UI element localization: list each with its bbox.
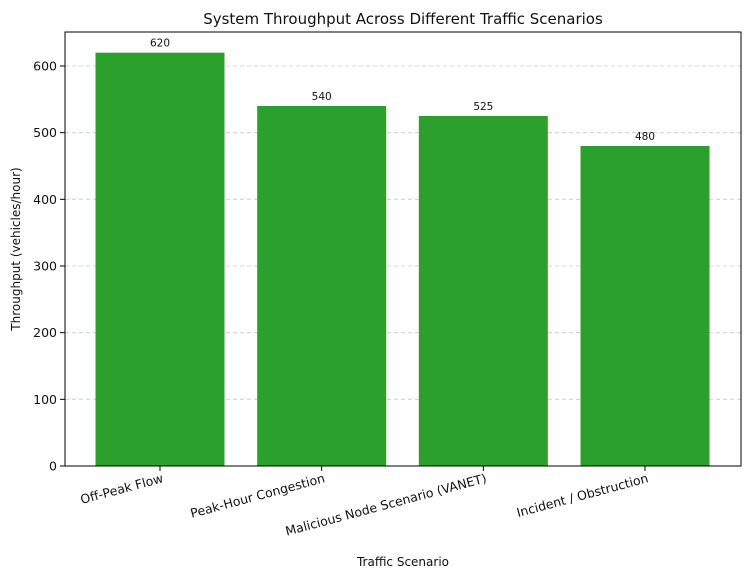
x-axis-label: Traffic Scenario — [356, 555, 449, 569]
bar-4 — [580, 146, 710, 466]
y-tick-label: 100 — [33, 392, 57, 407]
data-label-2: 540 — [312, 91, 332, 103]
data-labels: 620 540 525 480 — [150, 38, 655, 143]
bar-3 — [418, 116, 548, 466]
y-tick-label: 600 — [33, 59, 57, 74]
y-tick-label: 400 — [33, 192, 57, 207]
plot-frame — [64, 31, 742, 467]
y-tick-label: 200 — [33, 325, 57, 340]
y-tick-label: 0 — [49, 459, 57, 474]
bar-1 — [95, 52, 225, 467]
data-label-4: 480 — [635, 131, 655, 143]
bar-2 — [257, 106, 387, 466]
x-tick-label: Incident / Obstruction — [515, 470, 650, 520]
bars — [95, 52, 710, 467]
y-tick-label: 500 — [33, 125, 57, 140]
data-label-1: 620 — [150, 38, 170, 50]
x-tick-label: Peak-Hour Congestion — [189, 470, 327, 520]
y-tick-label: 300 — [33, 259, 57, 274]
data-label-3: 525 — [473, 101, 493, 113]
y-axis-ticks: 0 100 200 300 400 500 600 — [33, 59, 65, 474]
chart-title: System Throughput Across Different Traff… — [203, 10, 603, 28]
x-axis-ticks: Off-Peak Flow Peak-Hour CongestionMalicio… — [79, 466, 650, 539]
x-tick-label: Off-Peak Flow — [79, 470, 165, 507]
y-axis-label: Throughput (vehicles/hour) — [9, 167, 23, 331]
